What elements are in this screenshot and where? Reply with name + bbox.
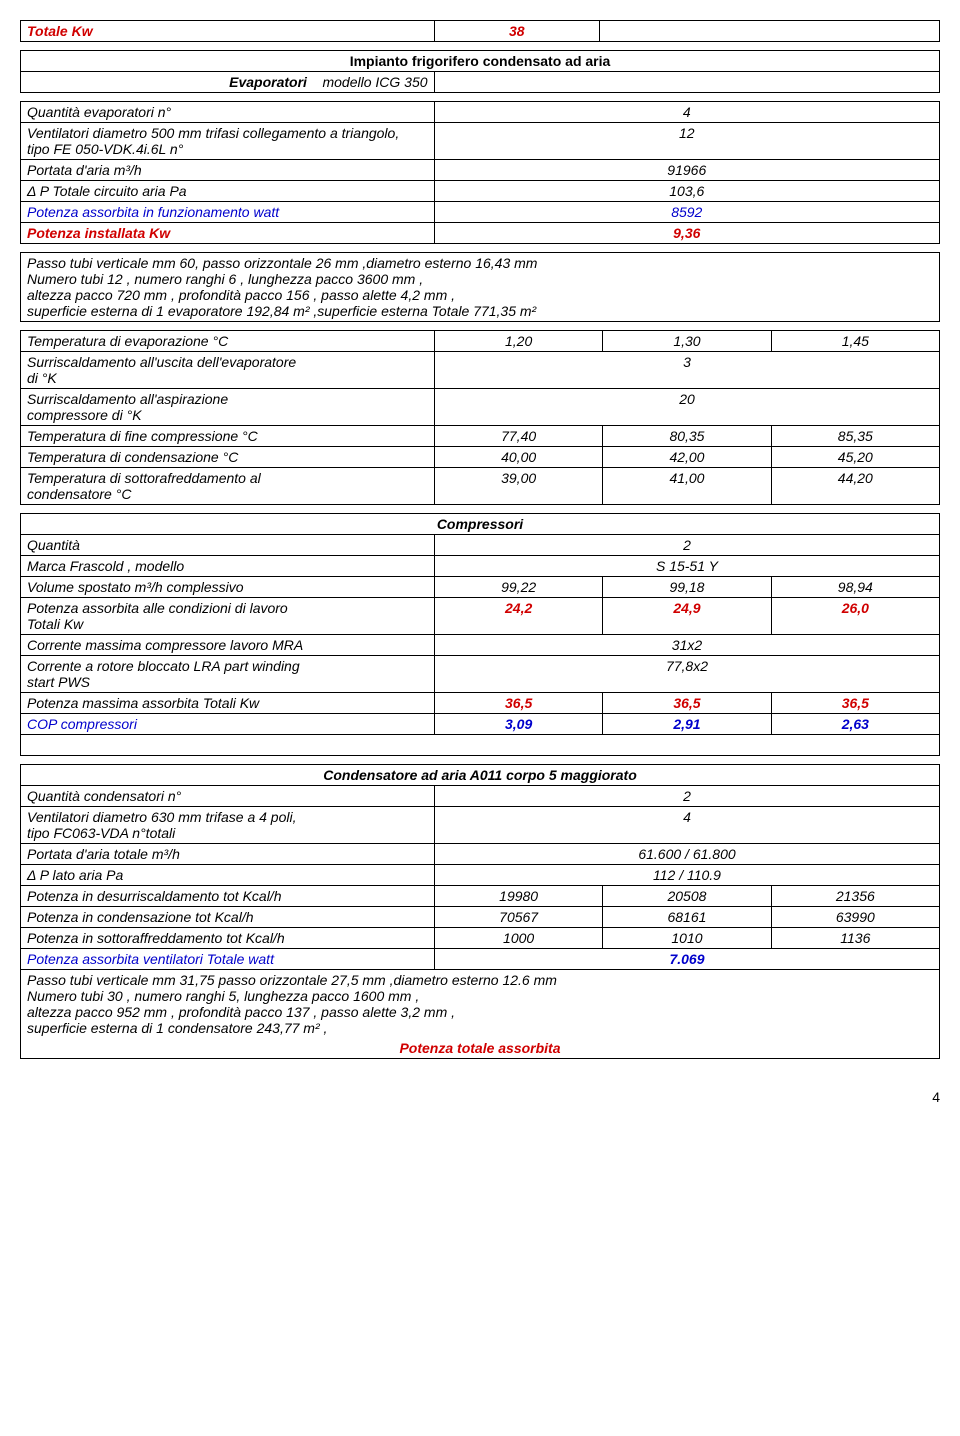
- row-value: 4: [434, 807, 939, 844]
- row-label: Corrente a rotore bloccato LRA part wind…: [21, 656, 435, 693]
- section-title: Compressori: [21, 514, 940, 535]
- row-label: Ventilatori diametro 500 mm trifasi coll…: [21, 123, 435, 160]
- row-value: 80,35: [603, 426, 771, 447]
- row-value: 2,91: [603, 714, 771, 735]
- row-value: 8592: [434, 202, 939, 223]
- row-value: 61.600 / 61.800: [434, 844, 939, 865]
- row-value: 103,6: [434, 181, 939, 202]
- row-value: 2: [434, 535, 939, 556]
- section1-note-table: Passo tubi verticale mm 60, passo orizzo…: [20, 252, 940, 322]
- totale-kw-table: Totale Kw 38: [20, 20, 940, 42]
- row-label: Potenza assorbita in funzionamento watt: [21, 202, 435, 223]
- page-number: 4: [20, 1089, 940, 1105]
- row-label: Ventilatori diametro 630 mm trifase a 4 …: [21, 807, 435, 844]
- row-value: 42,00: [603, 447, 771, 468]
- row-value: S 15-51 Y: [434, 556, 939, 577]
- section1-subtitle-label: Evaporatori: [229, 74, 307, 90]
- potenza-totale-footer: Potenza totale assorbita: [21, 1038, 940, 1059]
- row-value: 77,8x2: [434, 656, 939, 693]
- row-label: Potenza in sottoraffreddamento tot Kcal/…: [21, 928, 435, 949]
- row-label: Δ P Totale circuito aria Pa: [21, 181, 435, 202]
- row-value: 19980: [434, 886, 602, 907]
- row-value: 45,20: [771, 447, 939, 468]
- row-value: 1000: [434, 928, 602, 949]
- row-label: Temperatura di condensazione °C: [21, 447, 435, 468]
- row-value: 44,20: [771, 468, 939, 505]
- row-value: 24,9: [603, 598, 771, 635]
- row-label: Quantità: [21, 535, 435, 556]
- row-label: Potenza assorbita alle condizioni di lav…: [21, 598, 435, 635]
- row-value: 40,00: [434, 447, 602, 468]
- row-value: 99,18: [603, 577, 771, 598]
- row-label: Portata d'aria m³/h: [21, 160, 435, 181]
- row-value: 21356: [771, 886, 939, 907]
- row-label: Corrente massima compressore lavoro MRA: [21, 635, 435, 656]
- row-value: 112 / 110.9: [434, 865, 939, 886]
- row-label: Quantità condensatori n°: [21, 786, 435, 807]
- row-value: 3,09: [434, 714, 602, 735]
- row-value: 41,00: [603, 468, 771, 505]
- condensatore-note: Passo tubi verticale mm 31,75 passo oriz…: [21, 970, 940, 1039]
- row-label: COP compressori: [21, 714, 435, 735]
- row-label: Marca Frascold , modello: [21, 556, 435, 577]
- row-value: 12: [434, 123, 939, 160]
- row-value: 26,0: [771, 598, 939, 635]
- row-label: Surriscaldamento all'uscita dell'evapora…: [21, 352, 435, 389]
- row-value: 20: [434, 389, 939, 426]
- row-label: Potenza installata Kw: [21, 223, 435, 244]
- row-value: 63990: [771, 907, 939, 928]
- condensatore-table: Condensatore ad aria A011 corpo 5 maggio…: [20, 764, 940, 1059]
- row-value: 77,40: [434, 426, 602, 447]
- row-value: 20508: [603, 886, 771, 907]
- row-value: 1,20: [434, 331, 602, 352]
- row-label: Temperatura di sottorafreddamento al con…: [21, 468, 435, 505]
- row-label: Potenza massima assorbita Totali Kw: [21, 693, 435, 714]
- row-value: 70567: [434, 907, 602, 928]
- row-label: Quantità evaporatori n°: [21, 102, 435, 123]
- row-value: 9,36: [434, 223, 939, 244]
- section1-note: Passo tubi verticale mm 60, passo orizzo…: [21, 253, 940, 322]
- row-value: 1010: [603, 928, 771, 949]
- row-label: Surriscaldamento all'aspirazione compres…: [21, 389, 435, 426]
- row-label: Δ P lato aria Pa: [21, 865, 435, 886]
- row-value: 91966: [434, 160, 939, 181]
- row-label: Potenza assorbita ventilatori Totale wat…: [21, 949, 435, 970]
- row-value: 7.069: [434, 949, 939, 970]
- row-label: Temperatura di evaporazione °C: [21, 331, 435, 352]
- row-value: 98,94: [771, 577, 939, 598]
- row-label: Portata d'aria totale m³/h: [21, 844, 435, 865]
- row-value: 1,45: [771, 331, 939, 352]
- section1-subtitle-value: modello ICG 350: [322, 74, 427, 90]
- row-value: 31x2: [434, 635, 939, 656]
- section-title: Condensatore ad aria A011 corpo 5 maggio…: [21, 765, 940, 786]
- row-value: 24,2: [434, 598, 602, 635]
- row-value: 39,00: [434, 468, 602, 505]
- row-value: 1,30: [603, 331, 771, 352]
- row-value: 2: [434, 786, 939, 807]
- row-value: 36,5: [434, 693, 602, 714]
- row-value: 36,5: [771, 693, 939, 714]
- totale-kw-value: 38: [434, 21, 599, 42]
- row-value: 85,35: [771, 426, 939, 447]
- row-label: Volume spostato m³/h complessivo: [21, 577, 435, 598]
- section1-rows: Quantità evaporatori n°4Ventilatori diam…: [20, 101, 940, 244]
- section2-table: Temperatura di evaporazione °C1,201,301,…: [20, 330, 940, 505]
- row-label: Potenza in desurriscaldamento tot Kcal/h: [21, 886, 435, 907]
- row-value: 68161: [603, 907, 771, 928]
- row-label: Temperatura di fine compressione °C: [21, 426, 435, 447]
- row-value: 2,63: [771, 714, 939, 735]
- section1-table: Impianto frigorifero condensato ad aria …: [20, 50, 940, 93]
- totale-kw-label: Totale Kw: [21, 21, 435, 42]
- row-label: Potenza in condensazione tot Kcal/h: [21, 907, 435, 928]
- compressori-table: CompressoriQuantità2Marca Frascold , mod…: [20, 513, 940, 756]
- row-value: 99,22: [434, 577, 602, 598]
- row-value: 3: [434, 352, 939, 389]
- row-value: 1136: [771, 928, 939, 949]
- section1-title: Impianto frigorifero condensato ad aria: [21, 51, 940, 72]
- row-value: 36,5: [603, 693, 771, 714]
- row-value: 4: [434, 102, 939, 123]
